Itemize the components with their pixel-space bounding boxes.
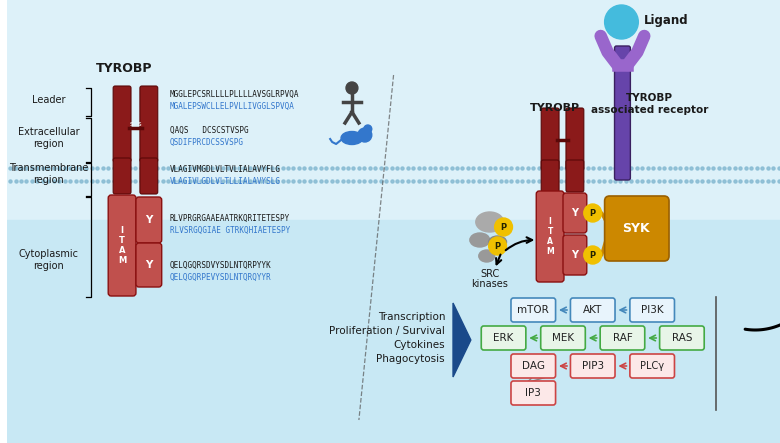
FancyBboxPatch shape: [136, 197, 161, 243]
FancyBboxPatch shape: [108, 195, 136, 296]
Polygon shape: [453, 303, 471, 377]
Text: MGALEPSWCLLELPVLLIVGGLSPVQA: MGALEPSWCLLELPVLLIVGGLSPVQA: [169, 101, 295, 110]
Text: RLVPRGRGAAEAATRKQRITETESPY: RLVPRGRGAAEAATRKQRITETESPY: [169, 214, 290, 222]
FancyBboxPatch shape: [563, 193, 587, 233]
Text: QELQGQRSDVYSDLNTQRPYYK: QELQGQRSDVYSDLNTQRPYYK: [169, 260, 271, 269]
FancyBboxPatch shape: [481, 326, 526, 350]
Ellipse shape: [489, 236, 506, 248]
Text: VLAGIVMGDLVLTVLIALAVYFLG: VLAGIVMGDLVLTVLIALAVYFLG: [169, 166, 281, 175]
Text: RAS: RAS: [672, 333, 692, 343]
FancyBboxPatch shape: [600, 326, 645, 350]
FancyBboxPatch shape: [541, 160, 559, 192]
FancyBboxPatch shape: [537, 191, 564, 282]
FancyBboxPatch shape: [511, 298, 555, 322]
Text: Transmembrane
region: Transmembrane region: [9, 163, 88, 185]
Text: QAQS   DCSCSTVSPG: QAQS DCSCSTVSPG: [169, 125, 248, 135]
Circle shape: [495, 218, 512, 236]
FancyBboxPatch shape: [136, 243, 161, 287]
Circle shape: [346, 82, 358, 94]
Text: IP3: IP3: [526, 388, 541, 398]
FancyBboxPatch shape: [630, 354, 675, 378]
Text: PIP3: PIP3: [582, 361, 604, 371]
Ellipse shape: [470, 233, 490, 247]
Text: P: P: [501, 222, 507, 232]
Text: Y: Y: [572, 250, 579, 260]
Text: PLCγ: PLCγ: [640, 361, 665, 371]
Text: QSDIFPRCDCSSVSPG: QSDIFPRCDCSSVSPG: [169, 137, 243, 147]
Text: P: P: [590, 209, 596, 218]
Circle shape: [489, 237, 506, 255]
FancyBboxPatch shape: [511, 381, 555, 405]
Text: Proliferation / Survival: Proliferation / Survival: [329, 326, 445, 336]
FancyBboxPatch shape: [541, 108, 559, 170]
Text: MEK: MEK: [552, 333, 574, 343]
Text: Y: Y: [145, 260, 153, 270]
Text: ERK: ERK: [494, 333, 514, 343]
Text: SYK: SYK: [622, 222, 651, 234]
Circle shape: [363, 125, 372, 133]
Text: I
T
A
M: I T A M: [546, 218, 554, 256]
FancyBboxPatch shape: [570, 354, 615, 378]
FancyBboxPatch shape: [541, 326, 585, 350]
Bar: [7, 0, 780, 220]
Text: AKT: AKT: [583, 305, 602, 315]
Circle shape: [583, 246, 601, 264]
Circle shape: [358, 128, 372, 142]
Circle shape: [604, 5, 638, 39]
Text: Y: Y: [572, 208, 579, 218]
FancyBboxPatch shape: [570, 298, 615, 322]
Text: P: P: [495, 241, 501, 250]
Bar: [7, 220, 780, 443]
Text: Cytokines: Cytokines: [393, 340, 445, 350]
Text: Extracellular
region: Extracellular region: [18, 127, 80, 149]
Text: I
T
A
M: I T A M: [118, 226, 126, 265]
Text: Transcription: Transcription: [378, 312, 445, 322]
FancyBboxPatch shape: [604, 196, 669, 261]
Ellipse shape: [341, 132, 363, 144]
Text: P: P: [590, 250, 596, 260]
Text: MGGLEPCSRLLLLPLLLLAVSGLRPVQA: MGGLEPCSRLLLLPLLLLAVSGLRPVQA: [169, 89, 300, 98]
FancyBboxPatch shape: [660, 326, 704, 350]
Text: s: s: [130, 121, 133, 127]
FancyBboxPatch shape: [140, 158, 158, 194]
Text: Phagocytosis: Phagocytosis: [377, 354, 445, 364]
Text: TYROBP: TYROBP: [530, 103, 580, 113]
Text: PI3K: PI3K: [641, 305, 664, 315]
FancyBboxPatch shape: [113, 86, 131, 162]
FancyBboxPatch shape: [615, 46, 630, 180]
FancyBboxPatch shape: [511, 354, 555, 378]
Text: mTOR: mTOR: [517, 305, 549, 315]
FancyBboxPatch shape: [566, 160, 583, 192]
FancyBboxPatch shape: [113, 158, 131, 194]
Ellipse shape: [476, 212, 504, 232]
Text: VLAGIVLGDLVLTLLIALAVYSLG: VLAGIVLGDLVLTLLIALAVYSLG: [169, 178, 281, 187]
Ellipse shape: [479, 250, 495, 262]
FancyBboxPatch shape: [630, 298, 675, 322]
FancyBboxPatch shape: [140, 86, 158, 162]
Text: Y: Y: [145, 215, 153, 225]
Text: Ligand: Ligand: [644, 13, 689, 27]
FancyBboxPatch shape: [563, 235, 587, 275]
Text: TYROBP: TYROBP: [96, 62, 152, 75]
Text: RAF: RAF: [612, 333, 633, 343]
Text: s: s: [137, 121, 141, 127]
FancyBboxPatch shape: [566, 108, 583, 170]
Text: Cytoplasmic
region: Cytoplasmic region: [19, 249, 79, 271]
Text: SRC: SRC: [480, 269, 499, 279]
Circle shape: [583, 204, 601, 222]
Text: TYROBP
associated receptor: TYROBP associated receptor: [590, 93, 708, 115]
Text: kinases: kinases: [471, 279, 508, 289]
Text: DAG: DAG: [522, 361, 544, 371]
Text: RLVSRGQGIAE GTRKQHIAETESPY: RLVSRGQGIAE GTRKQHIAETESPY: [169, 225, 290, 234]
Text: QELQGQRPEVYSDLNTQRQYYR: QELQGQRPEVYSDLNTQRQYYR: [169, 272, 271, 281]
Text: Leader: Leader: [32, 95, 66, 105]
